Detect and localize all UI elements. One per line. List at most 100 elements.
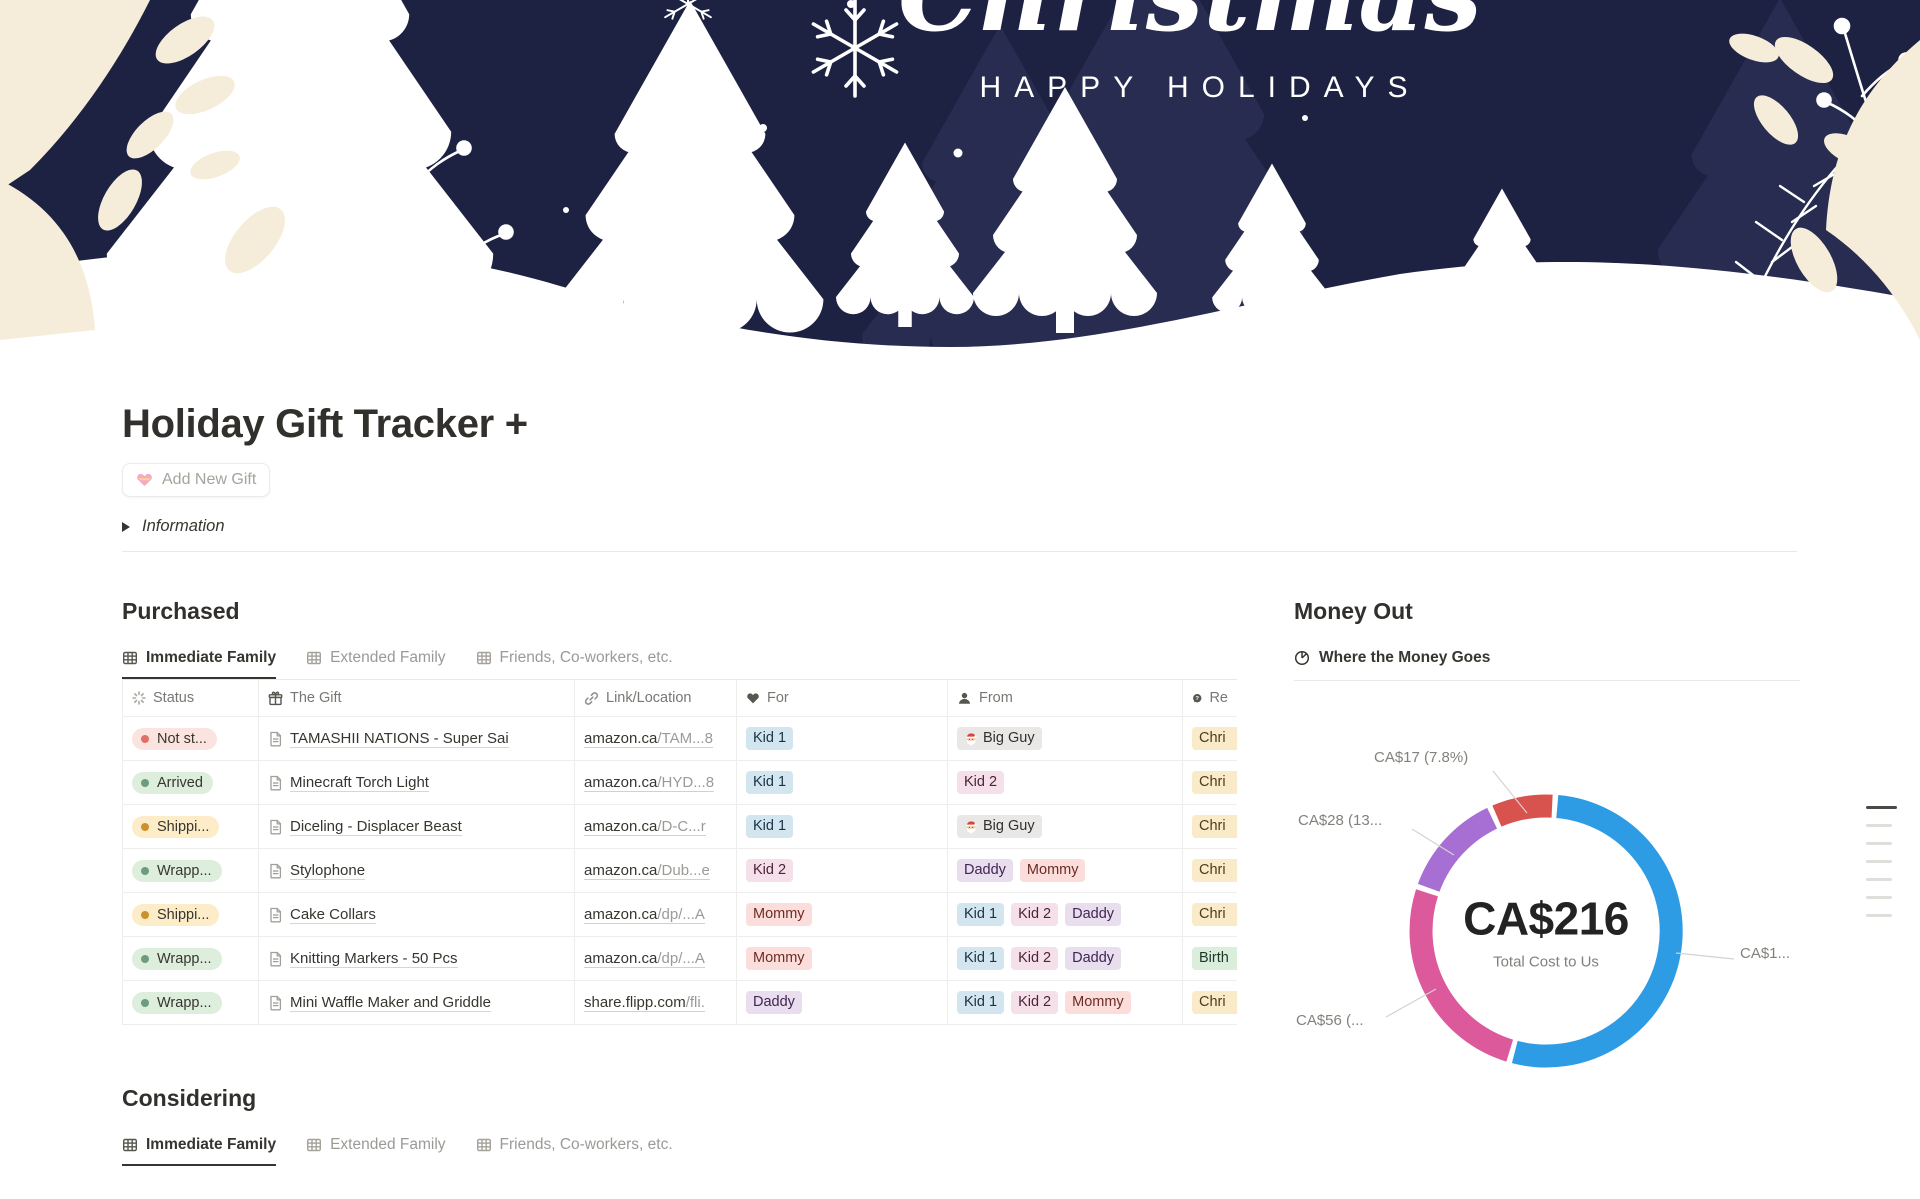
external-link[interactable]: amazon.ca/dp/...A — [584, 949, 705, 968]
toc-line[interactable] — [1866, 806, 1897, 809]
gift-page-link[interactable]: Minecraft Torch Light — [290, 773, 429, 792]
external-link[interactable]: amazon.ca/dp/...A — [584, 905, 705, 924]
toc-line[interactable] — [1866, 824, 1892, 827]
page-icon — [270, 819, 282, 834]
donut-segment[interactable] — [1417, 807, 1498, 893]
status-cell[interactable]: Wrapp... — [122, 937, 259, 980]
tab-immediate-family[interactable]: Immediate Family — [122, 1136, 277, 1166]
donut-segment[interactable] — [1511, 795, 1683, 1068]
information-toggle[interactable]: Information — [122, 517, 1920, 536]
column-header-reason[interactable]: ? Re — [1183, 680, 1237, 716]
tag: Mommy — [1065, 991, 1131, 1014]
external-link[interactable]: amazon.ca/TAM...8 — [584, 729, 713, 748]
toc-line[interactable] — [1866, 914, 1892, 917]
gift-cell[interactable]: TAMASHII NATIONS - Super Sai — [259, 717, 575, 760]
link-cell[interactable]: amazon.ca/Dub...e — [575, 849, 737, 892]
reason-cell[interactable]: Chri — [1183, 849, 1237, 892]
gift-page-link[interactable]: Diceling - Displacer Beast — [290, 817, 462, 836]
for-cell[interactable]: Mommy — [737, 937, 948, 980]
toc-line[interactable] — [1866, 896, 1892, 899]
from-cell[interactable]: Kid 2 — [948, 761, 1183, 804]
gift-cell[interactable]: Knitting Markers - 50 Pcs — [259, 937, 575, 980]
gift-page-link[interactable]: Stylophone — [290, 861, 366, 880]
tag: Kid 1 — [746, 815, 794, 838]
status-cell[interactable]: Shippi... — [122, 805, 259, 848]
external-link[interactable]: amazon.ca/Dub...e — [584, 861, 710, 880]
for-cell[interactable]: Kid 1 — [737, 717, 948, 760]
status-cell[interactable]: Not st... — [122, 717, 259, 760]
from-cell[interactable]: Daddy Mommy — [948, 849, 1183, 892]
donut-segment[interactable] — [1492, 794, 1553, 827]
reason-cell[interactable]: Chri — [1183, 761, 1237, 804]
for-cell[interactable]: Mommy — [737, 893, 948, 936]
where-the-money-goes-tab[interactable]: Where the Money Goes — [1294, 649, 1800, 681]
link-cell[interactable]: amazon.ca/dp/...A — [575, 937, 737, 980]
reason-cell[interactable]: Chri — [1183, 717, 1237, 760]
from-cell[interactable]: Big Guy — [948, 805, 1183, 848]
gift-cell[interactable]: Cake Collars — [259, 893, 575, 936]
add-new-gift-button[interactable]: Add New Gift — [122, 463, 271, 497]
reason-cell[interactable]: Chri — [1183, 805, 1237, 848]
external-link[interactable]: share.flipp.com/fli. — [584, 993, 705, 1012]
from-cell[interactable]: Kid 1 Kid 2 Mommy — [948, 981, 1183, 1024]
gift-cell[interactable]: Diceling - Displacer Beast — [259, 805, 575, 848]
gift-cell[interactable]: Minecraft Torch Light — [259, 761, 575, 804]
gift-page-link[interactable]: Knitting Markers - 50 Pcs — [290, 949, 458, 968]
tab-immediate-family[interactable]: Immediate Family — [122, 649, 277, 679]
column-header-status[interactable]: Status — [122, 680, 259, 716]
status-cell[interactable]: Arrived — [122, 761, 259, 804]
for-cell[interactable]: Kid 1 — [737, 761, 948, 804]
for-cell[interactable]: Kid 1 — [737, 805, 948, 848]
reason-cell[interactable]: Chri — [1183, 893, 1237, 936]
link-cell[interactable]: amazon.ca/D-C...r — [575, 805, 737, 848]
tab-extended-family[interactable]: Extended Family — [306, 1136, 446, 1166]
table-header-row: Status The Gift Link/Location For — [122, 679, 1237, 717]
donut-segment[interactable] — [1409, 889, 1514, 1062]
tag: Daddy — [746, 991, 802, 1014]
tab-friends-coworkers[interactable]: Friends, Co-workers, etc. — [476, 649, 673, 679]
column-header-from[interactable]: From — [948, 680, 1183, 716]
tag: Kid 1 — [746, 771, 794, 794]
column-header-the-gift[interactable]: The Gift — [259, 680, 575, 716]
gift-cell[interactable]: Mini Waffle Maker and Griddle — [259, 981, 575, 1024]
tab-extended-family[interactable]: Extended Family — [306, 649, 446, 679]
table-view-icon — [123, 651, 138, 665]
from-cell[interactable]: Kid 1 Kid 2 Daddy — [948, 893, 1183, 936]
page-icon — [270, 951, 282, 966]
toc-line[interactable] — [1866, 842, 1892, 845]
status-cell[interactable]: Wrapp... — [122, 981, 259, 1024]
status-cell[interactable]: Shippi... — [122, 893, 259, 936]
column-header-for[interactable]: For — [737, 680, 948, 716]
toggle-triangle-icon — [122, 521, 130, 532]
tag: Chri — [1192, 859, 1237, 882]
column-header-link-location[interactable]: Link/Location — [575, 680, 737, 716]
link-cell[interactable]: amazon.ca/TAM...8 — [575, 717, 737, 760]
tag: Big Guy — [957, 815, 1042, 838]
donut-chart[interactable]: CA$17 (7.8%) CA$28 (13... CA$56 (... CA$… — [1294, 699, 1804, 1109]
toc-line[interactable] — [1866, 878, 1892, 881]
status-cell[interactable]: Wrapp... — [122, 849, 259, 892]
for-cell[interactable]: Kid 2 — [737, 849, 948, 892]
gift-cell[interactable]: Stylophone — [259, 849, 575, 892]
reason-cell[interactable]: Birth — [1183, 937, 1237, 980]
gift-page-link[interactable]: TAMASHII NATIONS - Super Sai — [290, 729, 509, 748]
table-row: Wrapp... Knitting Markers - 50 Pcs amazo… — [122, 937, 1237, 981]
donut-arcs[interactable] — [1409, 794, 1683, 1068]
table-of-contents[interactable] — [1866, 806, 1897, 917]
external-link[interactable]: amazon.ca/D-C...r — [584, 817, 706, 836]
gift-page-link[interactable]: Cake Collars — [290, 905, 376, 924]
tab-friends-coworkers[interactable]: Friends, Co-workers, etc. — [476, 1136, 673, 1166]
tag: Big Guy — [957, 727, 1042, 750]
reason-cell[interactable]: Chri — [1183, 981, 1237, 1024]
link-cell[interactable]: share.flipp.com/fli. — [575, 981, 737, 1024]
column-label: Re — [1209, 690, 1228, 706]
toc-line[interactable] — [1866, 860, 1892, 863]
gift-page-link[interactable]: Mini Waffle Maker and Griddle — [290, 993, 491, 1012]
from-cell[interactable]: Big Guy — [948, 717, 1183, 760]
link-cell[interactable]: amazon.ca/HYD...8 — [575, 761, 737, 804]
from-cell[interactable]: Kid 1 Kid 2 Daddy — [948, 937, 1183, 980]
chart-title: Where the Money Goes — [1319, 649, 1491, 666]
for-cell[interactable]: Daddy — [737, 981, 948, 1024]
external-link[interactable]: amazon.ca/HYD...8 — [584, 773, 715, 792]
link-cell[interactable]: amazon.ca/dp/...A — [575, 893, 737, 936]
